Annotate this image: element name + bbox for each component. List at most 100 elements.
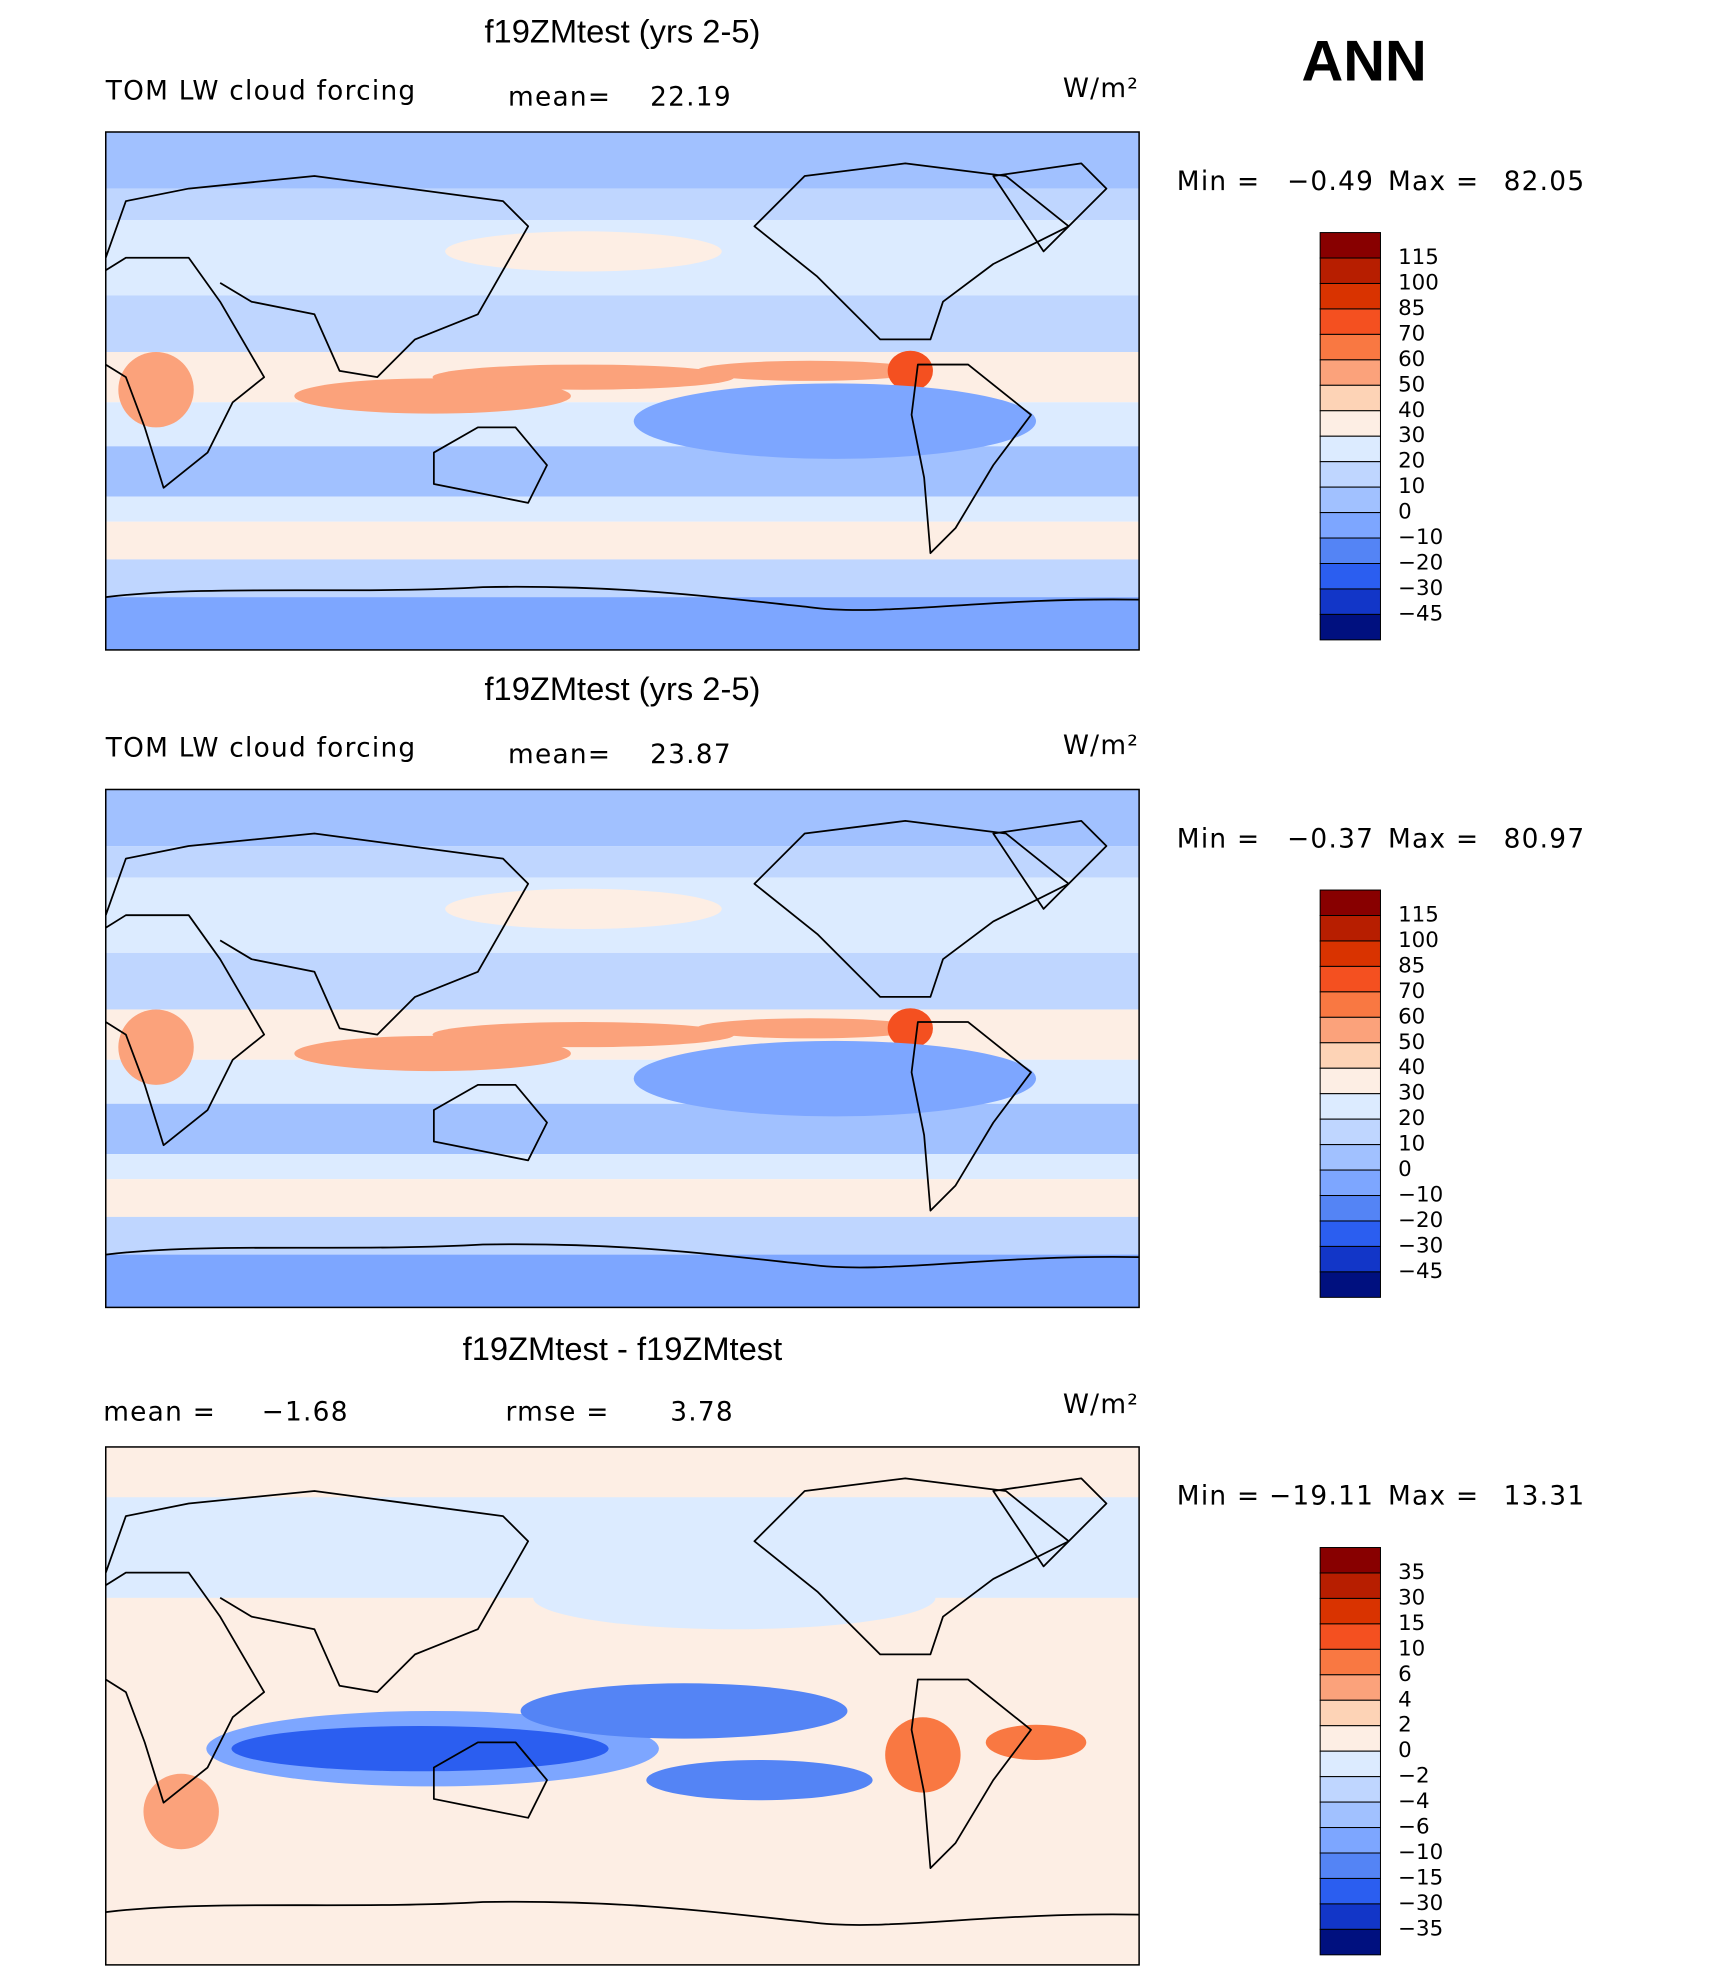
colorbar-label: 30 bbox=[1398, 423, 1425, 448]
field-band bbox=[105, 188, 1140, 220]
max-label: Max = bbox=[1388, 1482, 1479, 1512]
max-value: 13.31 bbox=[1504, 1482, 1586, 1512]
colorbar-box bbox=[1319, 1195, 1381, 1222]
colorbar-box bbox=[1319, 1067, 1381, 1095]
colorbar-box bbox=[1319, 1674, 1381, 1701]
colorbar-label: 30 bbox=[1398, 1585, 1425, 1610]
field-band bbox=[105, 952, 1140, 1010]
colorbar-box bbox=[1319, 1597, 1381, 1625]
colorbar-box bbox=[1319, 613, 1381, 641]
colorbar-label: 0 bbox=[1398, 1157, 1412, 1182]
field-patch bbox=[432, 1022, 735, 1048]
max-value: 82.05 bbox=[1504, 167, 1586, 197]
colorbar-box bbox=[1319, 563, 1381, 590]
colorbar-label: 60 bbox=[1398, 347, 1425, 372]
field-band bbox=[105, 521, 1140, 560]
colorbar-label: 2 bbox=[1398, 1713, 1412, 1738]
colorbar-label: 10 bbox=[1398, 1636, 1425, 1661]
variable-name: TOM LW cloud forcing bbox=[105, 734, 417, 764]
colorbar-box bbox=[1319, 461, 1381, 488]
colorbar-label: −2 bbox=[1398, 1764, 1430, 1789]
colorbar-box bbox=[1319, 914, 1381, 942]
min-value: −0.49 bbox=[1287, 167, 1374, 197]
stat-value: 22.19 bbox=[650, 83, 732, 113]
colorbar-box bbox=[1319, 1776, 1381, 1803]
colorbar-label: 40 bbox=[1398, 398, 1425, 423]
max-label: Max = bbox=[1388, 824, 1479, 854]
stat-label: mean= bbox=[508, 83, 611, 113]
field-band bbox=[105, 446, 1140, 497]
colorbar-box bbox=[1319, 512, 1381, 539]
colorbar-label: 30 bbox=[1398, 1081, 1425, 1106]
map bbox=[105, 1446, 1140, 1965]
field-band bbox=[105, 295, 1140, 352]
colorbar-box bbox=[1319, 1750, 1381, 1778]
colorbar-box bbox=[1319, 1623, 1381, 1650]
field-patch bbox=[985, 1724, 1087, 1760]
panel-title: f19ZMtest - f19ZMtest bbox=[463, 1330, 783, 1367]
field-patch bbox=[633, 1040, 1037, 1117]
field-band bbox=[105, 597, 1140, 650]
colorbar-box bbox=[1319, 359, 1381, 386]
map-frame bbox=[104, 131, 1140, 651]
map-frame bbox=[104, 788, 1140, 1309]
colorbar-box bbox=[1319, 1547, 1381, 1574]
colorbar-label: 85 bbox=[1398, 953, 1425, 978]
stat-label: rmse = bbox=[506, 1398, 610, 1428]
colorbar-label: 100 bbox=[1398, 270, 1439, 295]
colorbar-label: 50 bbox=[1398, 1030, 1425, 1055]
stat-value: 3.78 bbox=[670, 1398, 734, 1428]
colorbar-box bbox=[1319, 232, 1381, 259]
colorbar-label: −10 bbox=[1398, 525, 1443, 550]
colorbar-label: −4 bbox=[1398, 1789, 1430, 1814]
field-patch bbox=[118, 1009, 194, 1085]
colorbar-box bbox=[1319, 1877, 1381, 1905]
colorbar-label: −10 bbox=[1398, 1183, 1443, 1208]
min-label: Min = bbox=[1177, 1482, 1261, 1512]
colorbar-label: 0 bbox=[1398, 1738, 1412, 1763]
field-patch bbox=[445, 231, 722, 272]
colorbar-label: −45 bbox=[1398, 601, 1443, 626]
colorbar-label: 85 bbox=[1398, 296, 1425, 321]
min-label: Min = bbox=[1177, 824, 1261, 854]
stat-label: mean= bbox=[508, 740, 611, 770]
colorbar-label: 15 bbox=[1398, 1611, 1425, 1636]
colorbar-box bbox=[1319, 257, 1381, 284]
min-value: −19.11 bbox=[1269, 1482, 1374, 1512]
colorbar-box bbox=[1319, 1144, 1381, 1171]
field-band bbox=[105, 131, 1140, 189]
min-value: −0.37 bbox=[1287, 824, 1374, 854]
field-patch bbox=[646, 1759, 873, 1801]
colorbar-box bbox=[1319, 537, 1381, 565]
field-band bbox=[105, 789, 1140, 847]
colorbar-box bbox=[1319, 486, 1381, 514]
field-patch bbox=[885, 1717, 961, 1793]
field-patch bbox=[520, 1683, 848, 1739]
colorbar-box bbox=[1319, 282, 1381, 310]
field-patch bbox=[231, 1726, 609, 1772]
field-band bbox=[105, 559, 1140, 598]
field-patch bbox=[118, 351, 194, 428]
colorbar-label: −35 bbox=[1398, 1916, 1443, 1941]
map bbox=[105, 131, 1140, 650]
field-band bbox=[105, 846, 1140, 878]
colorbar-label: 115 bbox=[1398, 245, 1439, 270]
max-label: Max = bbox=[1388, 167, 1479, 197]
colorbar-box bbox=[1319, 1725, 1381, 1752]
colorbar-box bbox=[1319, 940, 1381, 967]
colorbar-box bbox=[1319, 889, 1381, 917]
season-label: ANN bbox=[1302, 30, 1427, 94]
colorbar-label: 0 bbox=[1398, 500, 1412, 525]
colorbar-label: 50 bbox=[1398, 372, 1425, 397]
units: W/m² bbox=[1063, 74, 1139, 104]
field-patch bbox=[445, 888, 722, 930]
field-patch bbox=[887, 350, 933, 391]
colorbar-box bbox=[1319, 991, 1381, 1018]
field-band bbox=[105, 1154, 1140, 1180]
field-band bbox=[105, 1179, 1140, 1217]
colorbar-box bbox=[1319, 588, 1381, 615]
colorbar-box bbox=[1319, 1801, 1381, 1829]
colorbar-label: −30 bbox=[1398, 1891, 1443, 1916]
colorbar-label: −30 bbox=[1398, 576, 1443, 601]
